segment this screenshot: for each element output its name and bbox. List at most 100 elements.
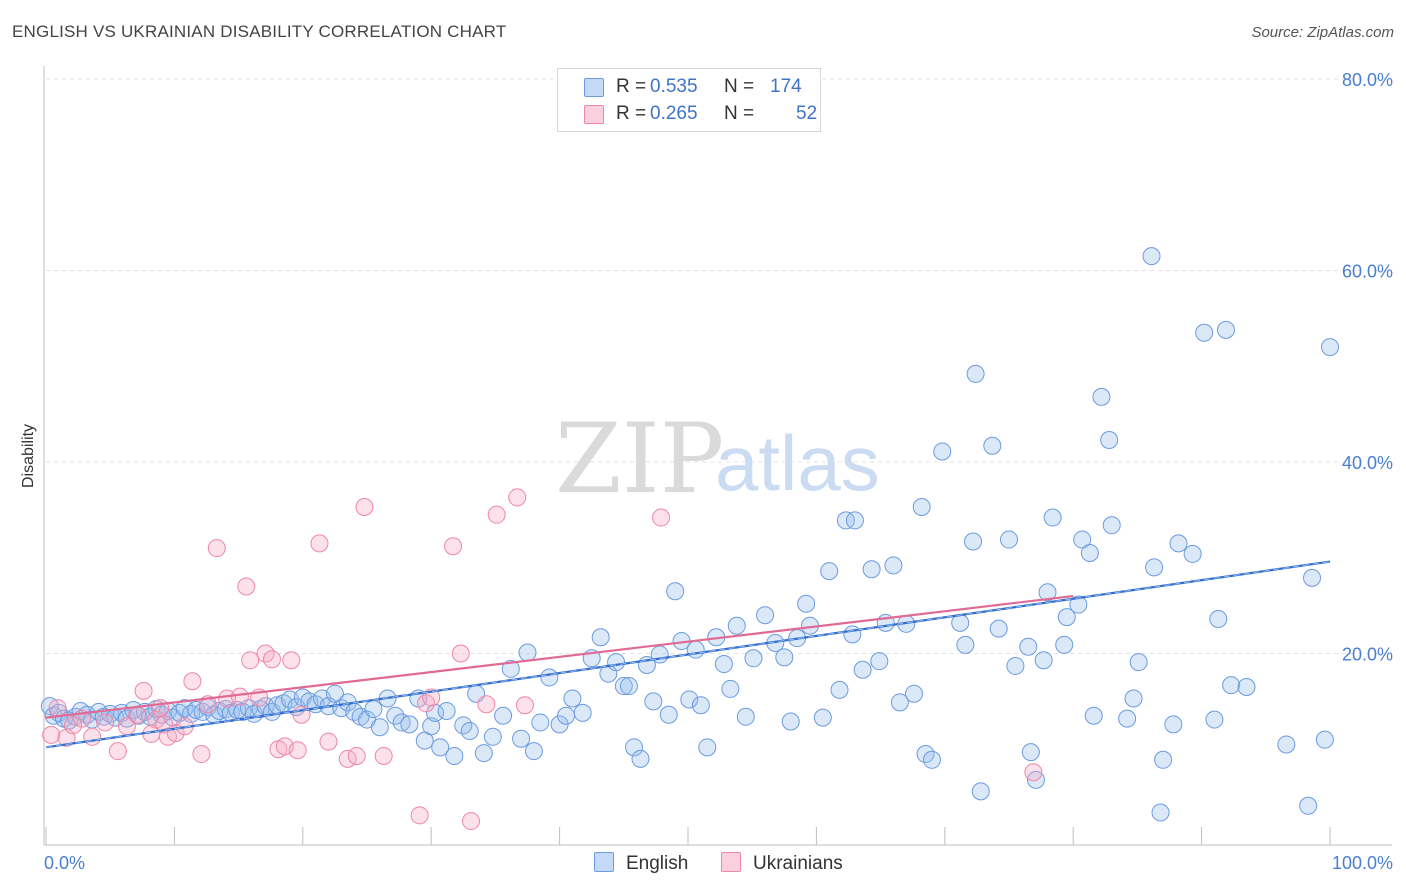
english-point xyxy=(591,628,610,647)
watermark-zip: ZIP xyxy=(555,403,724,515)
ukrainians-point xyxy=(48,699,67,718)
english-point xyxy=(830,680,849,699)
english-point xyxy=(1237,678,1256,697)
english-point xyxy=(736,707,755,726)
ukrainians-point xyxy=(477,695,496,714)
english-point xyxy=(1021,743,1040,762)
english-point xyxy=(557,706,576,725)
y-tick-label: 20.0% xyxy=(1342,645,1393,665)
english-point xyxy=(1164,715,1183,734)
legend-r-label: R = xyxy=(616,103,647,124)
legend-r-label: R = xyxy=(616,76,647,97)
ukrainians-point xyxy=(237,577,256,596)
english-point xyxy=(426,703,445,722)
english-point xyxy=(370,718,389,737)
english-point xyxy=(386,706,405,725)
english-point xyxy=(870,652,889,671)
legend-n-label: N = xyxy=(724,103,755,124)
legend-label-english: English xyxy=(626,853,689,874)
english-point xyxy=(494,706,513,725)
english-point xyxy=(445,746,464,765)
english-point xyxy=(853,660,872,679)
watermark-atlas: atlas xyxy=(715,419,880,507)
ukrainians-point xyxy=(282,651,301,670)
english-point xyxy=(727,616,746,635)
english-point xyxy=(1073,530,1092,549)
ukrainians-point xyxy=(42,725,61,744)
english-point xyxy=(1315,730,1334,749)
tick-labels: 20.0% 40.0% 60.0% 80.0% 0.0% 100.0% xyxy=(44,70,1393,873)
y-tick-label: 40.0% xyxy=(1342,453,1393,473)
ukrainians-point xyxy=(1024,763,1043,782)
ukrainians-point xyxy=(355,498,374,517)
legend-r-value: 0.265 xyxy=(650,103,698,124)
ukrainians-point xyxy=(347,746,366,765)
ukrainians-point xyxy=(319,732,338,751)
english-point xyxy=(1092,387,1111,406)
y-tick-label: 60.0% xyxy=(1342,262,1393,282)
english-trend-extension xyxy=(45,561,1331,748)
ukrainians-point xyxy=(487,505,506,524)
english-point xyxy=(1118,709,1137,728)
english-point xyxy=(1084,706,1103,725)
x-tick-label: 0.0% xyxy=(44,853,85,873)
english-point xyxy=(512,729,531,748)
english-swatch xyxy=(584,78,604,97)
english-point xyxy=(474,744,493,763)
ukrainians-point xyxy=(128,705,147,724)
english-point xyxy=(1183,544,1202,563)
bottom-legend-english: English xyxy=(594,852,688,876)
english-point xyxy=(862,560,881,579)
english-point xyxy=(540,668,559,687)
watermark: ZIP atlas xyxy=(555,403,880,515)
legend-label-ukrainians: Ukrainians xyxy=(753,853,843,874)
english-point xyxy=(501,659,520,678)
english-point xyxy=(483,727,502,746)
english-point xyxy=(187,700,206,719)
english-point xyxy=(619,677,638,696)
trend-lines xyxy=(45,560,1331,749)
ukrainians-point xyxy=(310,534,329,553)
english-point xyxy=(698,738,717,757)
axes xyxy=(43,66,1392,846)
english-point xyxy=(40,697,59,716)
english-point xyxy=(904,684,923,703)
english-point xyxy=(1321,338,1339,357)
english-point xyxy=(251,700,270,719)
ukrainians-point xyxy=(262,650,281,669)
english-point xyxy=(431,738,450,757)
ukrainians-point xyxy=(241,651,260,670)
english-point xyxy=(912,498,931,517)
english-point xyxy=(531,713,550,732)
ukrainians-point xyxy=(451,644,470,663)
ukrainians-point xyxy=(288,741,307,760)
english-point xyxy=(364,700,383,719)
english-point xyxy=(563,689,582,708)
ukrainians-trend-line xyxy=(45,594,1074,719)
ukrainians-point xyxy=(410,806,429,825)
ukrainians-point xyxy=(230,687,249,706)
english-point xyxy=(1129,653,1148,672)
english-point xyxy=(1057,608,1076,627)
ukrainians-swatch xyxy=(584,105,604,124)
english-point xyxy=(884,556,903,575)
chart-title: ENGLISH VS UKRAINIAN DISABILITY CORRELAT… xyxy=(12,22,507,41)
legend-r-value: 0.535 xyxy=(650,76,698,97)
english-point xyxy=(933,442,952,461)
english-point xyxy=(666,582,685,601)
english-point xyxy=(781,712,800,731)
english-point xyxy=(1100,430,1119,449)
y-axis-title: Disability xyxy=(20,424,37,488)
bottom-legend-ukrainians: Ukrainians xyxy=(721,852,843,876)
english-point xyxy=(1124,689,1143,708)
gridlines xyxy=(46,78,1392,654)
english-point xyxy=(518,643,537,662)
english-point xyxy=(1055,635,1074,654)
english-swatch xyxy=(594,852,614,872)
english-point xyxy=(614,677,633,696)
ukrainians-swatch xyxy=(721,852,741,872)
english-point xyxy=(1299,796,1318,815)
english-point xyxy=(1019,637,1038,656)
english-point xyxy=(820,562,839,581)
